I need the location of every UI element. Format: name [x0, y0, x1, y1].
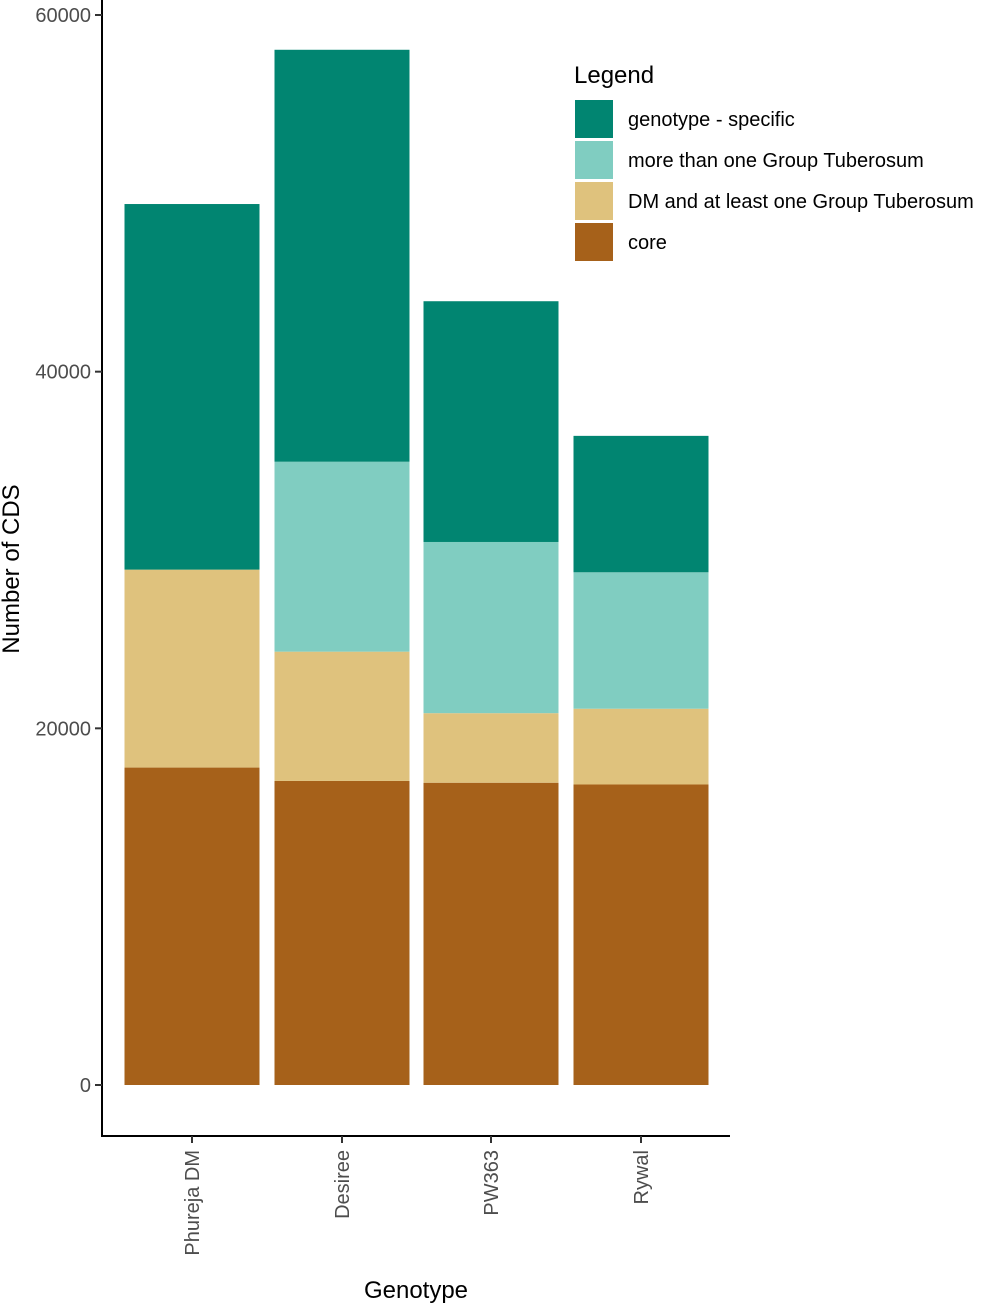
y-axis: 0 20000 40000 60000	[35, 0, 103, 1136]
bar-desiree-core	[274, 780, 410, 1085]
x-tick-label: Desiree	[332, 1150, 354, 1219]
legend-title: Legend	[574, 62, 654, 89]
y-tick-label: 20000	[35, 718, 91, 740]
bar-desiree-more-than-one-group-tuberosum	[274, 461, 410, 652]
bar-rywal-core	[573, 784, 709, 1085]
bar-pw363-more-than-one-group-tuberosum	[423, 541, 559, 714]
y-tick-label: 0	[80, 1075, 91, 1097]
bar-phureja-dm-core	[124, 767, 260, 1085]
legend-swatch	[575, 223, 613, 261]
bar-rywal-dm-and-at-least-one-group-tuberosum	[573, 708, 709, 785]
x-axis-title: Genotype	[364, 1277, 468, 1304]
bar-pw363-core	[423, 782, 559, 1085]
legend-swatch	[575, 141, 613, 179]
bar-pw363-genotype-specific	[423, 301, 559, 542]
bar-rywal-genotype-specific	[573, 435, 709, 573]
legend-label: more than one Group Tuberosum	[628, 150, 924, 172]
x-tick-label: PW363	[481, 1150, 503, 1216]
bar-desiree-genotype-specific	[274, 49, 410, 462]
legend-label: genotype - specific	[628, 109, 795, 131]
bar-pw363-dm-and-at-least-one-group-tuberosum	[423, 713, 559, 783]
legend: Legend genotype - specific more than one …	[574, 62, 974, 261]
bar-desiree-dm-and-at-least-one-group-tuberosum	[274, 651, 410, 781]
bar-phureja-dm-genotype-specific	[124, 204, 260, 570]
y-tick-label: 40000	[35, 362, 91, 384]
x-tick-label: Phureja DM	[182, 1150, 204, 1256]
y-axis-title: Number of CDS	[0, 484, 25, 653]
legend-label: core	[628, 232, 667, 254]
x-tick-label: Rywal	[631, 1150, 653, 1204]
y-tick-label: 60000	[35, 5, 91, 27]
legend-swatch	[575, 100, 613, 138]
bar-phureja-dm-dm-and-at-least-one-group-tuberosum	[124, 569, 260, 768]
legend-swatch	[575, 182, 613, 220]
bar-rywal-more-than-one-group-tuberosum	[573, 572, 709, 709]
x-axis: Phureja DM Desiree PW363 Rywal	[101, 1135, 730, 1256]
legend-label: DM and at least one Group Tuberosum	[628, 191, 974, 213]
bars-layer	[124, 49, 709, 1085]
